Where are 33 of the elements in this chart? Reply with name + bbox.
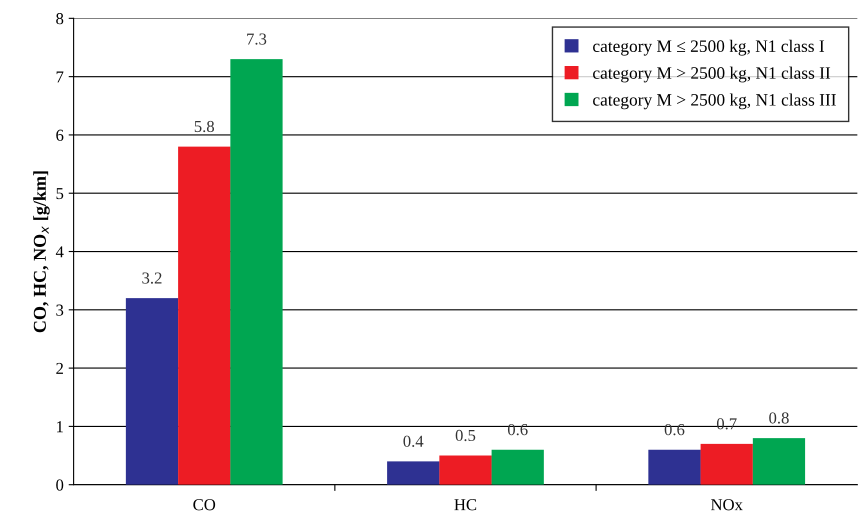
legend-label: category M > 2500 kg, N1 class II — [593, 66, 830, 82]
y-tick-label: 0 — [56, 479, 64, 491]
data-label: 7.3 — [247, 33, 266, 45]
bar — [387, 461, 440, 485]
x-tick-label: CO — [193, 499, 216, 510]
y-tick-label: 6 — [56, 130, 64, 141]
data-label: 5.8 — [194, 120, 214, 132]
y-tick-label: 4 — [56, 246, 64, 258]
x-tick-label: HC — [454, 499, 476, 510]
data-label: 0.6 — [508, 424, 528, 436]
bar — [178, 146, 230, 485]
bar — [439, 456, 492, 485]
legend-label: category M ≤ 2500 kg, N1 class I — [593, 40, 824, 56]
bar — [648, 450, 701, 485]
y-tick-label: 1 — [57, 421, 63, 432]
y-tick-label: 8 — [56, 13, 64, 24]
y-tick-label: 7 — [56, 72, 64, 82]
y-axis-title: CO, HC, NO$_{x}$ [g/km] — [33, 171, 50, 332]
data-label: 3.2 — [142, 272, 162, 284]
bar — [230, 59, 283, 485]
bar — [492, 450, 544, 485]
bar — [126, 298, 178, 485]
y-tick-label: 2 — [56, 362, 63, 374]
data-label: 0.5 — [456, 430, 476, 442]
y-tick-label: 5 — [56, 188, 64, 200]
bar — [752, 438, 806, 485]
data-label: 0.8 — [769, 412, 789, 424]
data-label: 0.6 — [664, 424, 684, 436]
bar — [700, 444, 753, 485]
data-label: 0.4 — [403, 436, 424, 447]
legend-label: category M > 2500 kg, N1 class III — [593, 93, 836, 110]
y-tick-label: 3 — [56, 304, 64, 316]
x-tick-label: NOx — [710, 499, 743, 510]
